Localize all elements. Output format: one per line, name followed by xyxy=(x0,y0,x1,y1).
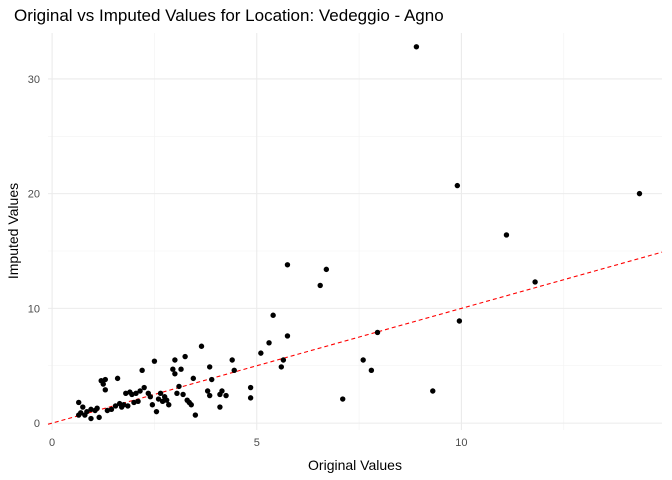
data-point xyxy=(174,390,180,396)
data-point xyxy=(231,367,237,374)
data-point xyxy=(374,329,381,336)
data-point xyxy=(198,343,205,349)
data-point xyxy=(430,388,436,394)
data-point xyxy=(176,383,182,390)
data-point xyxy=(96,414,102,421)
y-tick-label: 20 xyxy=(28,189,40,201)
chart-title: Original vs Imputed Values for Location:… xyxy=(14,6,444,25)
data-point xyxy=(155,396,162,402)
data-point xyxy=(317,282,323,289)
data-point xyxy=(204,388,211,394)
data-point xyxy=(172,357,178,363)
data-point xyxy=(178,366,184,372)
data-point xyxy=(266,340,272,346)
data-point xyxy=(123,390,129,396)
data-point xyxy=(104,407,111,414)
data-point xyxy=(284,333,291,339)
data-point xyxy=(133,390,139,396)
data-point xyxy=(182,353,188,360)
data-point xyxy=(280,357,287,363)
reference-line-layer xyxy=(47,251,663,425)
data-point xyxy=(114,375,121,382)
data-point xyxy=(147,394,154,400)
data-point xyxy=(102,376,109,383)
data-point xyxy=(166,402,172,408)
data-point xyxy=(84,408,90,415)
y-axis-tick-labels: 0 10 20 30 xyxy=(28,74,40,430)
y-tick-label: 30 xyxy=(28,74,40,86)
data-point xyxy=(170,366,176,372)
data-point xyxy=(153,408,160,415)
minor-gridlines xyxy=(48,33,662,430)
y-axis-title: Imputed Values xyxy=(5,183,21,279)
data-point xyxy=(247,395,254,401)
data-point xyxy=(76,399,82,406)
data-point xyxy=(108,406,115,413)
data-point xyxy=(88,415,94,422)
data-point xyxy=(229,357,235,363)
data-point xyxy=(217,404,223,410)
data-point xyxy=(413,44,420,50)
data-points xyxy=(76,44,643,422)
y-tick-label: 10 xyxy=(28,303,40,315)
x-tick-label: 10 xyxy=(455,437,467,449)
data-point xyxy=(135,398,141,405)
data-point xyxy=(206,392,213,399)
data-point xyxy=(278,364,285,370)
data-point xyxy=(456,318,463,324)
data-point xyxy=(454,182,461,189)
data-point xyxy=(121,402,127,408)
data-point xyxy=(532,279,538,285)
data-point xyxy=(159,398,166,405)
data-point xyxy=(139,367,145,374)
data-point xyxy=(209,376,215,383)
data-point xyxy=(188,402,194,408)
data-point xyxy=(360,357,366,363)
x-axis-tick-labels: 0 5 10 xyxy=(49,437,468,449)
x-axis-title: Original Values xyxy=(308,457,402,473)
data-point xyxy=(180,391,186,398)
data-point xyxy=(247,384,254,391)
data-point xyxy=(636,190,643,197)
data-point xyxy=(368,367,375,374)
data-point xyxy=(172,371,178,377)
data-point xyxy=(206,364,213,370)
x-tick-label: 5 xyxy=(254,437,260,449)
data-point xyxy=(88,406,94,413)
data-point xyxy=(100,381,106,387)
data-point xyxy=(190,375,197,382)
y-tick-label: 0 xyxy=(34,418,40,430)
data-point xyxy=(149,402,156,408)
data-point xyxy=(151,358,158,364)
data-point xyxy=(284,262,291,268)
x-tick-label: 0 xyxy=(49,437,55,449)
data-point xyxy=(94,405,100,411)
data-point xyxy=(164,397,170,403)
data-point xyxy=(80,404,86,410)
data-point xyxy=(503,232,510,238)
data-point xyxy=(223,392,229,399)
data-point xyxy=(125,403,131,409)
data-point xyxy=(270,312,276,318)
data-point xyxy=(137,388,143,394)
major-gridlines xyxy=(48,33,662,430)
data-point xyxy=(129,391,135,398)
data-point xyxy=(112,403,119,409)
data-point xyxy=(78,410,84,416)
reference-line xyxy=(47,251,663,425)
data-point xyxy=(258,350,264,356)
data-point xyxy=(141,384,147,391)
data-point xyxy=(192,412,199,418)
data-point xyxy=(219,388,225,394)
data-point xyxy=(131,399,137,406)
data-point xyxy=(323,266,330,273)
data-point xyxy=(340,396,346,402)
data-point xyxy=(102,387,109,393)
data-point xyxy=(157,390,164,396)
